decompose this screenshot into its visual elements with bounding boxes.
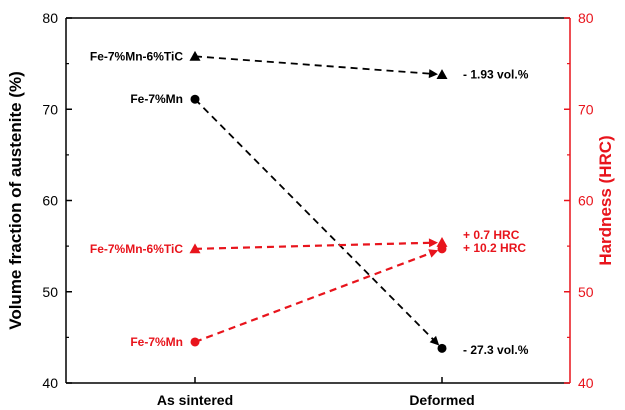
right-tick-label: 70 xyxy=(578,101,594,117)
right-tick-label: 50 xyxy=(578,284,594,300)
left-tick-label: 40 xyxy=(42,375,58,391)
change-annotation: + 10.2 HRC xyxy=(463,241,526,255)
chart-labels: Volume fraction of austenite (%) Hardness… xyxy=(6,49,615,357)
series-name-label: Fe-7%Mn xyxy=(130,335,183,349)
right-tick-label: 60 xyxy=(578,193,594,209)
series-arrowhead xyxy=(428,69,439,79)
axis-ticks: 40 50 60 70 80 40 50 60 70 80 As sintered Deformed xyxy=(42,10,593,408)
y-axis-title-right: Hardness (HRC) xyxy=(596,135,615,265)
y-axis-title-left: Volume fraction of austenite (%) xyxy=(6,71,25,330)
series-arrowhead xyxy=(428,238,439,248)
series-line xyxy=(194,241,434,250)
series-markers xyxy=(189,50,448,353)
change-annotation: + 0.7 HRC xyxy=(463,228,520,242)
left-tick-label: 50 xyxy=(42,284,58,300)
left-tick-label: 70 xyxy=(42,101,58,117)
circle-marker xyxy=(190,94,200,104)
series-line xyxy=(194,98,437,343)
triangle-marker xyxy=(436,69,448,79)
left-tick-label: 80 xyxy=(42,10,58,26)
change-annotation: - 1.93 vol.% xyxy=(463,68,529,82)
series-line xyxy=(194,55,434,75)
left-tick-label: 60 xyxy=(42,193,58,209)
circle-marker xyxy=(437,244,447,254)
series-name-label: Fe-7%Mn-6%TiC xyxy=(90,49,183,63)
x-tick-label: Deformed xyxy=(409,392,474,408)
triangle-marker xyxy=(189,243,201,254)
series-name-label: Fe-7%Mn xyxy=(130,92,183,106)
right-tick-label: 80 xyxy=(578,10,594,26)
triangle-marker xyxy=(436,236,448,247)
x-tick-label: As sintered xyxy=(157,392,233,408)
series-name-label: Fe-7%Mn-6%TiC xyxy=(90,242,183,256)
circle-marker xyxy=(190,337,200,347)
triangle-marker xyxy=(189,50,201,61)
series-lines xyxy=(194,55,440,346)
change-annotation: - 27.3 vol.% xyxy=(463,343,529,357)
right-tick-label: 40 xyxy=(578,375,594,391)
series-line xyxy=(194,251,434,343)
circle-marker xyxy=(437,343,447,353)
series-arrowhead xyxy=(429,335,440,346)
series-arrowhead xyxy=(428,249,439,258)
